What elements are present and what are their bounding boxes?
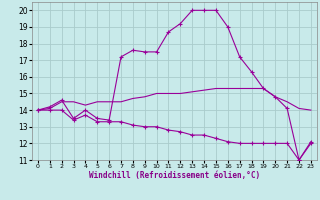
X-axis label: Windchill (Refroidissement éolien,°C): Windchill (Refroidissement éolien,°C) [89,171,260,180]
